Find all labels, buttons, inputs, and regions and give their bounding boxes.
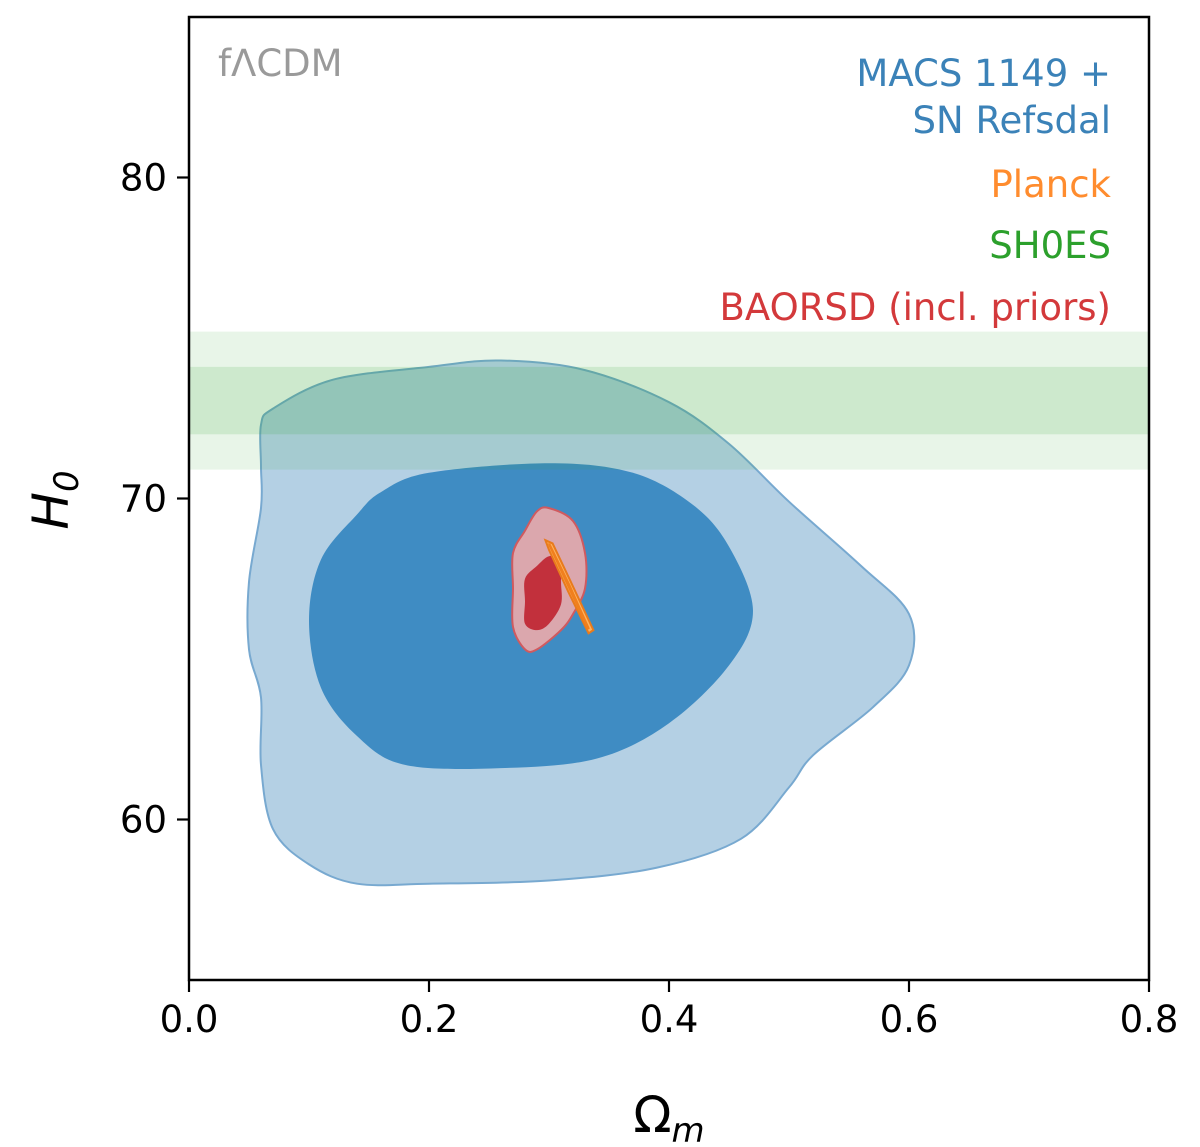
y-axis-label: H0 — [22, 470, 87, 529]
sh0es-inner-band — [189, 366, 1149, 435]
x-tick-label: 0.2 — [400, 998, 459, 1041]
x-axis-label: Ωm — [633, 1086, 704, 1147]
sh0es-outer-band — [189, 331, 1149, 470]
y-tick-label: 80 — [120, 157, 167, 200]
model-tag: fΛCDM — [218, 42, 343, 85]
x-tick-label: 0.0 — [160, 998, 219, 1041]
planck-inner-contour — [547, 543, 590, 631]
y-tick-label: 60 — [120, 799, 167, 842]
legend-entry: Planck — [991, 163, 1112, 206]
x-tick-label: 0.8 — [1120, 998, 1179, 1041]
legend-entry: MACS 1149 + — [856, 52, 1111, 95]
legend-entry: BAORSD (incl. priors) — [720, 286, 1111, 329]
y-tick-label: 70 — [120, 478, 167, 521]
legend-entry: SN Refsdal — [913, 99, 1111, 142]
baorsd-inner-contour — [524, 555, 562, 631]
annotations: fΛCDM MACS 1149 +SN Refsdal Planck SH0ES BAO… — [218, 42, 1112, 329]
plot-area — [189, 331, 1149, 887]
x-tick-label: 0.6 — [880, 998, 939, 1041]
legend-entry: SH0ES — [989, 224, 1111, 267]
x-tick-label: 0.4 — [640, 998, 699, 1041]
axes: 0.0 0.2 0.4 0.6 0.8 60 70 80 Ωm H0 — [22, 15, 1179, 1147]
